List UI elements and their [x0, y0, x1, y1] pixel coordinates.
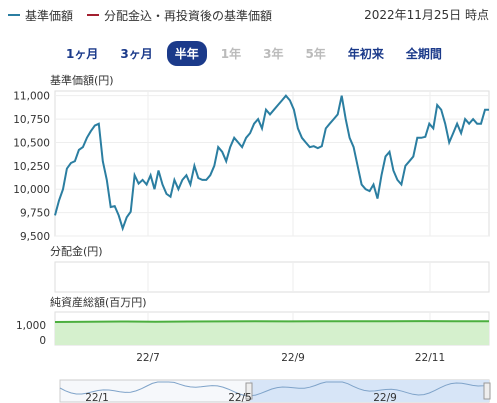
tab-5years: 5年: [305, 47, 326, 61]
navigator-right-handle[interactable]: [483, 382, 491, 400]
xtick-22-9: 22/9: [281, 352, 305, 364]
net-assets-ytick-1000: 1,000: [16, 320, 46, 332]
navigator-label-22-9: 22/9: [373, 392, 397, 403]
tab-all[interactable]: 全期間: [405, 47, 442, 61]
navigator-label-22-1: 22/1: [85, 392, 109, 403]
tab-3years: 3年: [263, 47, 284, 61]
nav-ytick-label: 10,000: [13, 184, 50, 196]
xtick-22-11: 22/11: [415, 352, 445, 364]
tab-1year: 1年: [220, 47, 242, 61]
distribution-panel-frame: [54, 261, 490, 293]
net-assets-panel-title: 純資産総額(百万円): [50, 295, 147, 309]
navigator-series: [59, 381, 490, 397]
nav-ytick-label: 10,250: [13, 161, 50, 173]
tab-ytd[interactable]: 年初来: [347, 47, 384, 61]
legend: 基準価額 分配金込・再投資後の基準価額: [8, 6, 286, 24]
net-assets-area: [55, 321, 489, 345]
legend-reinvest-label: 分配金込・再投資後の基準価額: [104, 8, 273, 23]
nav-ytick-label: 11,000: [13, 91, 50, 103]
nav-series-line[interactable]: [54, 94, 489, 232]
period-tabs: 1ヶ月 3ヶ月 半年 1年 3年 5年 年初来 全期間: [58, 41, 450, 66]
nav-ytick-label: 10,500: [13, 137, 50, 149]
navigator-label-22-5: 22/5: [228, 392, 252, 403]
nav-y-axis: 11,000 10,750 10,500 10,250 10,000 9,750 9,500: [13, 91, 50, 243]
xtick-22-7: 22/7: [136, 352, 160, 364]
legend-nav-label: 基準価額: [25, 8, 74, 23]
legend-item-reinvest[interactable]: 分配金込・再投資後の基準価額: [87, 7, 272, 24]
nav-ytick-label: 9,500: [20, 231, 50, 243]
tab-1month[interactable]: 1ヶ月: [66, 47, 99, 61]
legend-nav-swatch: [8, 14, 20, 16]
tab-6months[interactable]: 半年: [166, 41, 207, 66]
distribution-gridlines: [147, 262, 431, 292]
legend-item-nav[interactable]: 基準価額: [8, 7, 73, 24]
nav-panel-title: 基準価額(円): [50, 73, 114, 87]
distribution-panel-title: 分配金(円): [50, 244, 103, 258]
as-of-date: 2022年11月25日 時点: [364, 8, 489, 22]
nav-ytick-label: 9,750: [20, 208, 50, 220]
navigator-left-handle[interactable]: [245, 382, 253, 400]
net-assets-ytick-0: 0: [39, 335, 46, 347]
net-assets-line: [54, 320, 490, 323]
nav-ytick-label: 10,750: [13, 114, 50, 126]
legend-reinvest-swatch: [87, 14, 100, 16]
tab-3months[interactable]: 3ヶ月: [120, 47, 153, 61]
